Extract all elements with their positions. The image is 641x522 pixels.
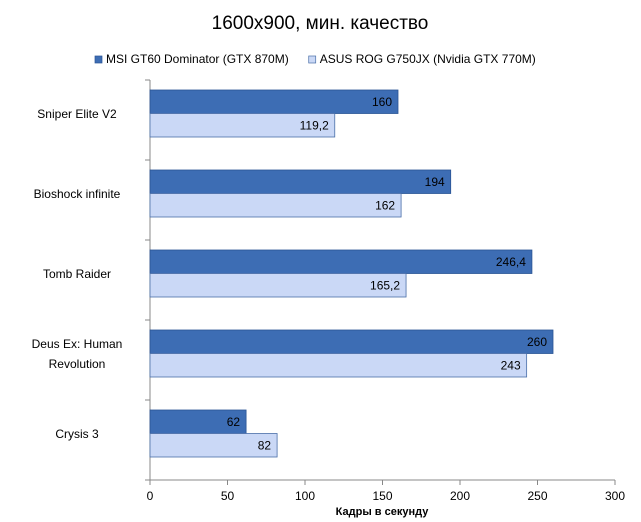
chart-title: 1600x900, мин. качество xyxy=(212,13,429,34)
legend-swatch xyxy=(308,55,317,64)
category-label: Tomb Raider xyxy=(42,266,112,281)
x-tick-label: 300 xyxy=(605,489,625,503)
x-tick-label: 250 xyxy=(527,489,547,503)
bar xyxy=(149,193,402,218)
value-label: 160 xyxy=(372,95,392,109)
bar xyxy=(149,249,533,274)
x-axis-label: Кадры в секунду xyxy=(336,506,430,518)
legend-label: MSI GT60 Dominator (GTX 870M) xyxy=(106,52,289,66)
x-tick-label: 50 xyxy=(221,489,235,503)
value-label: 82 xyxy=(258,438,272,452)
bar xyxy=(149,273,407,298)
x-tick-label: 150 xyxy=(372,489,392,503)
value-label: 260 xyxy=(527,335,547,349)
bar xyxy=(149,329,554,354)
value-label: 194 xyxy=(425,175,445,189)
bar xyxy=(149,353,528,378)
bar xyxy=(149,89,399,114)
legend-swatch xyxy=(94,55,103,64)
category-label: Sniper Elite V2 xyxy=(37,106,117,121)
value-label: 162 xyxy=(375,198,395,212)
bar xyxy=(149,169,452,194)
value-label: 165,2 xyxy=(370,278,400,292)
category-label: Bioshock infinite xyxy=(33,186,121,201)
x-tick-label: 200 xyxy=(450,489,470,503)
x-tick-label: 0 xyxy=(147,489,154,503)
category-label: Deus Ex: Human Revolution xyxy=(31,336,123,371)
bar xyxy=(149,433,278,458)
value-label: 246,4 xyxy=(496,255,526,269)
x-tick-label: 100 xyxy=(295,489,315,503)
category-label: Crysis 3 xyxy=(55,426,99,441)
legend-label: ASUS ROG G750JX (Nvidia GTX 770M) xyxy=(320,52,536,66)
value-label: 243 xyxy=(501,358,521,372)
value-label: 62 xyxy=(227,415,241,429)
value-label: 119,2 xyxy=(300,118,329,132)
bar xyxy=(149,113,336,138)
